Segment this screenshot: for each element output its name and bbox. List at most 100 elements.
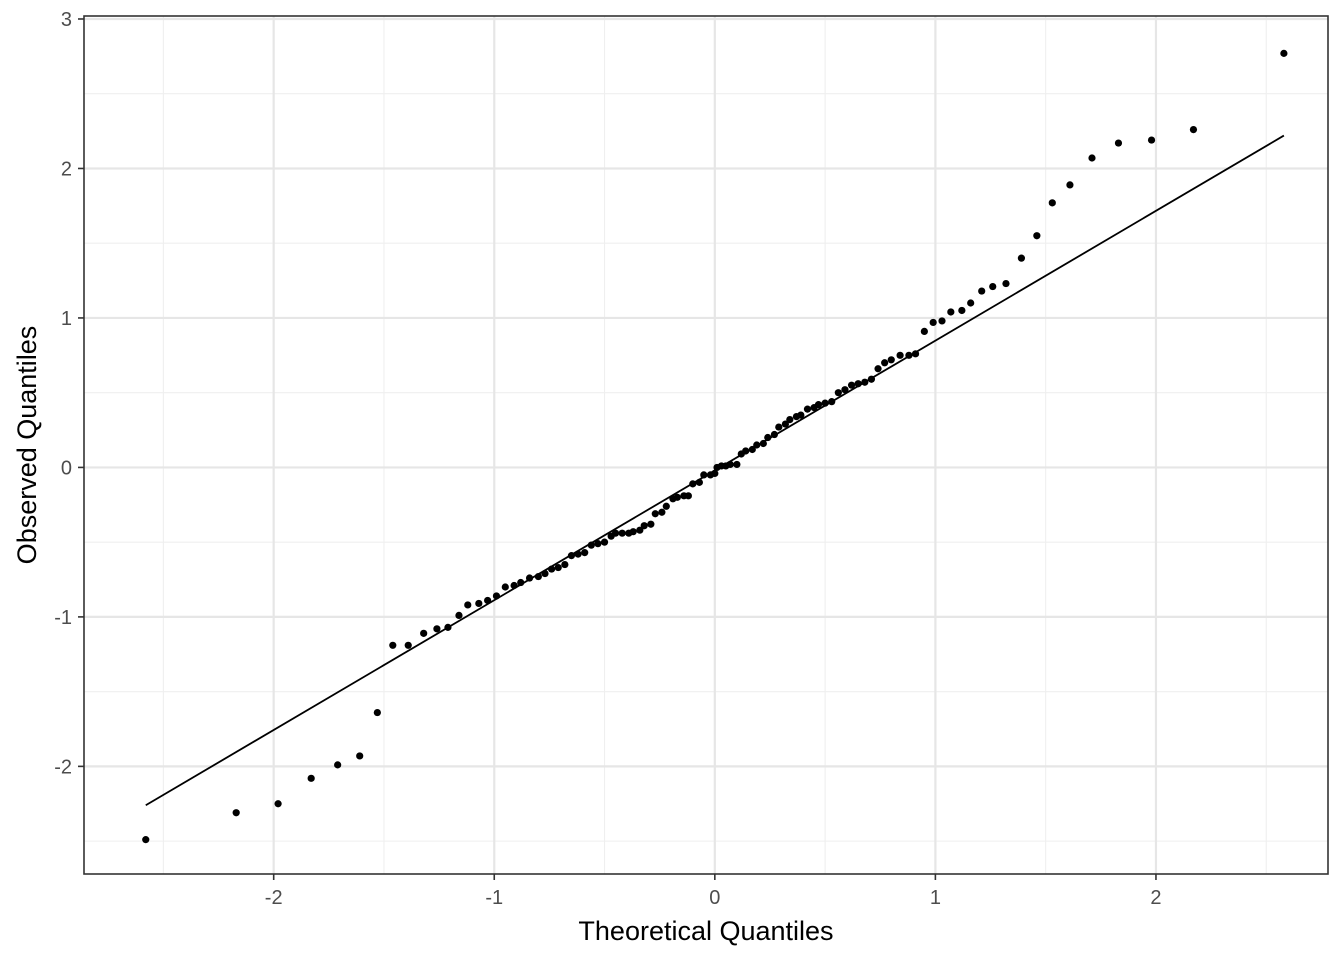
data-point (475, 599, 483, 608)
data-point (356, 752, 364, 760)
data-point (861, 378, 869, 386)
data-point (334, 761, 342, 769)
data-point (781, 420, 790, 428)
data-point (618, 529, 626, 537)
data-point (636, 526, 644, 534)
y-tick-label: -2 (54, 756, 72, 778)
data-point (484, 596, 492, 605)
data-point (142, 836, 150, 844)
data-point (867, 375, 876, 383)
data-point (501, 583, 509, 591)
data-point (1147, 136, 1156, 144)
data-point (658, 508, 666, 516)
data-point (464, 601, 472, 609)
data-point (651, 510, 659, 518)
data-point (803, 405, 812, 413)
data-point (989, 282, 997, 291)
data-point (753, 441, 761, 449)
data-point (1114, 139, 1123, 147)
data-point (1280, 49, 1288, 57)
data-points (142, 49, 1288, 844)
y-axis-ticks: -2 -1 0 1 2 3 (54, 9, 84, 778)
data-point (841, 386, 849, 394)
data-point (548, 565, 556, 573)
data-point (911, 350, 920, 358)
data-point (1033, 232, 1041, 240)
data-point (775, 423, 783, 431)
data-point (534, 572, 542, 581)
data-point (510, 581, 518, 590)
y-tick-label: 1 (61, 308, 72, 330)
data-point (920, 327, 928, 335)
data-point (834, 389, 842, 397)
data-point (647, 520, 655, 528)
data-point (1048, 199, 1056, 207)
data-point (958, 306, 966, 315)
data-point (764, 433, 772, 442)
data-point (881, 359, 889, 367)
data-point (581, 549, 589, 557)
data-point (711, 469, 719, 478)
data-point (673, 493, 681, 501)
data-point (905, 351, 913, 359)
data-point (814, 401, 823, 409)
x-tick-label: -1 (485, 887, 503, 909)
data-point (759, 439, 767, 448)
data-point (389, 641, 397, 649)
panel-border (83, 15, 1329, 875)
data-point (1189, 126, 1198, 134)
x-tick-label: 0 (709, 887, 720, 909)
x-tick-label: 2 (1150, 887, 1161, 909)
data-point (748, 445, 756, 454)
data-point (786, 415, 794, 424)
data-point (733, 460, 741, 469)
data-point (541, 569, 549, 578)
x-axis-ticks: -2 -1 0 1 2 (265, 874, 1162, 909)
data-point (821, 399, 829, 407)
data-point (929, 318, 937, 327)
data-point (587, 541, 595, 549)
y-tick-label: 0 (61, 457, 72, 479)
data-point (947, 308, 955, 316)
data-point (797, 411, 805, 419)
y-axis-title: Observed Quantiles (12, 326, 42, 565)
data-point (492, 592, 501, 600)
data-point (611, 529, 620, 537)
data-point (1088, 154, 1096, 162)
data-point (887, 356, 895, 364)
data-point (874, 365, 882, 373)
data-point (854, 380, 862, 388)
data-point (525, 574, 534, 582)
data-point (307, 774, 315, 782)
data-point (574, 550, 582, 558)
data-point (444, 623, 452, 631)
data-point (1066, 181, 1074, 189)
data-point (689, 480, 697, 488)
data-point (433, 625, 441, 633)
data-point (640, 522, 648, 530)
data-point (554, 563, 562, 572)
x-tick-label: 1 (930, 887, 941, 909)
data-point (847, 381, 856, 389)
data-point (1017, 254, 1026, 262)
data-point (978, 287, 986, 295)
data-point (1002, 279, 1010, 288)
data-point (420, 629, 428, 637)
data-point (938, 317, 946, 325)
data-point (455, 611, 463, 620)
data-point (896, 351, 904, 359)
data-point (684, 492, 692, 500)
y-tick-label: -1 (54, 607, 72, 629)
data-point (700, 471, 708, 479)
x-axis-title: Theoretical Quantiles (578, 916, 833, 946)
data-point (600, 538, 609, 546)
data-point (517, 578, 525, 587)
y-tick-label: 2 (61, 158, 72, 180)
data-point (695, 478, 703, 486)
data-point (373, 708, 381, 717)
x-tick-label: -2 (265, 887, 283, 909)
data-point (828, 398, 836, 406)
data-point (232, 809, 240, 817)
